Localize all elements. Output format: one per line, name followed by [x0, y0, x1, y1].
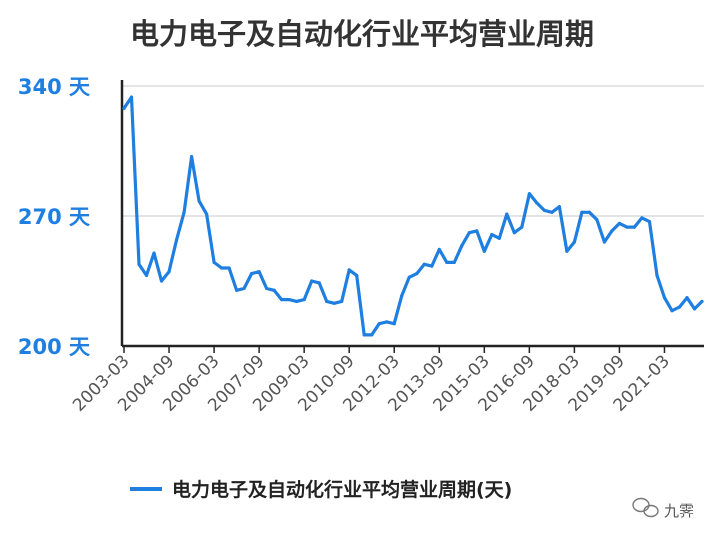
data-point-9	[189, 154, 194, 159]
data-point-62	[587, 210, 592, 214]
data-point-57	[550, 210, 554, 214]
x-axis-ticks: 2003-032004-092006-032007-092009-032010-…	[69, 346, 674, 416]
data-point-64	[602, 240, 607, 244]
data-point-55	[535, 201, 539, 205]
data-point-49	[490, 232, 494, 237]
data-point-35	[385, 320, 389, 324]
data-point-41	[430, 264, 434, 268]
data-point-47	[475, 229, 479, 233]
data-point-28	[332, 301, 336, 305]
data-point-52	[512, 231, 516, 235]
data-point-30	[347, 268, 351, 272]
data-point-37	[400, 294, 404, 298]
data-point-18	[257, 270, 261, 274]
data-point-0	[122, 106, 126, 110]
y-tick-label-1: 270 天	[18, 205, 91, 229]
data-point-16	[242, 286, 246, 291]
data-point-46	[467, 231, 471, 235]
data-point-45	[460, 244, 464, 248]
data-point-7	[174, 238, 179, 242]
data-point-5	[159, 279, 164, 283]
data-point-38	[407, 275, 411, 279]
data-point-36	[392, 322, 396, 326]
chart-title: 电力电子及自动化行业平均营业周期	[130, 17, 594, 51]
data-point-32	[362, 333, 366, 337]
data-point-31	[355, 273, 359, 278]
data-point-58	[557, 205, 561, 209]
data-point-21	[280, 297, 284, 302]
data-point-43	[445, 260, 449, 265]
data-point-11	[204, 212, 209, 216]
grid-lines	[122, 85, 704, 217]
data-point-14	[227, 266, 231, 270]
data-point-6	[167, 270, 171, 274]
data-point-26	[317, 281, 321, 285]
data-point-22	[287, 297, 291, 302]
data-point-53	[520, 225, 524, 229]
data-point-68	[632, 225, 637, 229]
data-point-66	[617, 221, 622, 226]
legend-label: 电力电子及自动化行业平均营业周期(天)	[172, 478, 512, 501]
data-point-69	[640, 216, 644, 220]
data-point-20	[272, 288, 276, 292]
data-point-4	[152, 251, 156, 255]
data-point-29	[340, 299, 344, 304]
data-point-60	[572, 240, 576, 244]
data-point-40	[422, 262, 426, 266]
data-point-44	[452, 260, 456, 265]
data-point-8	[182, 210, 186, 214]
data-point-17	[250, 271, 254, 276]
data-point-73	[670, 309, 674, 313]
data-point-70	[647, 219, 652, 224]
data-point-56	[542, 208, 546, 213]
data-point-25	[310, 279, 314, 283]
data-point-75	[685, 296, 689, 300]
data-point-77	[700, 299, 704, 304]
data-point-48	[482, 249, 486, 253]
data-point-33	[370, 333, 374, 337]
data-point-76	[692, 307, 697, 311]
wechat-bubble-icon	[632, 497, 659, 518]
data-point-23	[295, 299, 299, 304]
legend: 电力电子及自动化行业平均营业周期(天)	[130, 478, 512, 501]
data-point-65	[610, 229, 614, 233]
data-point-39	[415, 271, 419, 276]
data-point-72	[662, 296, 667, 300]
y-tick-label-2: 340 天	[18, 75, 91, 99]
data-point-12	[212, 260, 216, 265]
data-point-10	[197, 199, 201, 203]
data-point-27	[325, 299, 329, 304]
data-point-24	[302, 297, 306, 302]
data-point-42	[437, 247, 441, 252]
data-point-3	[144, 273, 149, 278]
y-tick-label-0: 200 天	[18, 335, 91, 359]
y-axis-ticks: 200 天 270 天 340 天	[18, 75, 91, 359]
data-point-50	[497, 236, 501, 240]
series-points	[122, 95, 704, 337]
data-point-2	[137, 262, 141, 266]
data-point-61	[580, 210, 584, 214]
data-point-19	[265, 286, 269, 291]
data-point-15	[234, 288, 239, 292]
data-point-51	[505, 212, 509, 216]
data-point-1	[129, 95, 134, 99]
data-point-59	[565, 249, 569, 253]
data-point-34	[377, 322, 381, 326]
watermark-text: 九霁	[664, 502, 694, 520]
data-point-13	[219, 266, 224, 270]
watermark: 九霁	[632, 497, 694, 520]
data-point-71	[655, 273, 659, 278]
data-point-67	[625, 225, 629, 229]
data-point-63	[595, 218, 599, 222]
data-point-74	[677, 305, 682, 309]
data-point-54	[527, 192, 531, 196]
